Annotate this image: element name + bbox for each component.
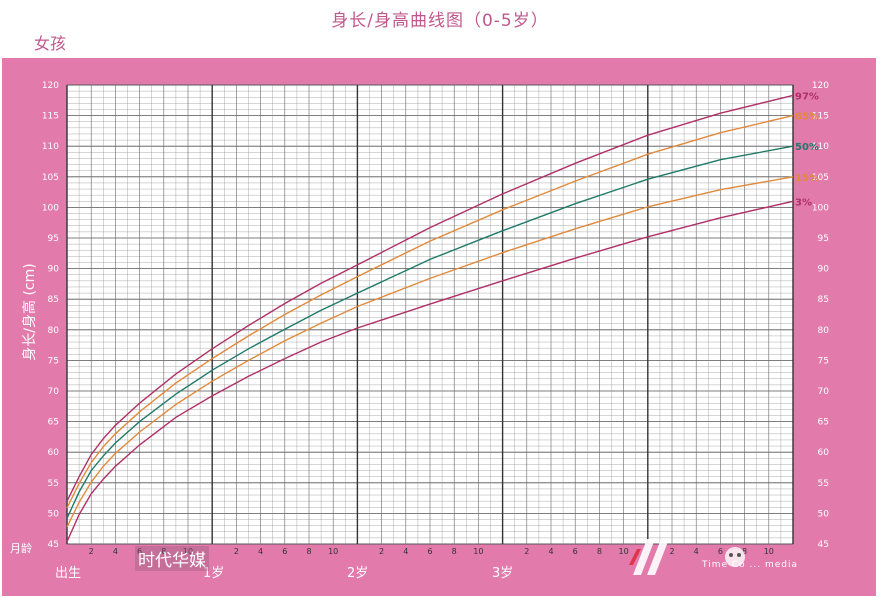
watermark-logo-icon — [629, 539, 745, 575]
y-tick-label-right: 60 — [818, 448, 830, 458]
x-tick-label: 6 — [137, 547, 142, 556]
y-axis-title: 身长/身高 (cm) — [22, 263, 38, 361]
y-tick-label-left: 105 — [42, 173, 59, 183]
y-tick-label-right: 120 — [812, 81, 829, 91]
x-tick-label: 6 — [573, 547, 578, 556]
x-tick-label: 10 — [619, 547, 629, 556]
x-tick-label: 10 — [328, 547, 338, 556]
x-tick-label: 4 — [113, 547, 118, 556]
y-tick-label-left: 65 — [48, 418, 59, 428]
curve-50pct — [66, 145, 794, 519]
y-tick-label-right: 65 — [818, 418, 829, 428]
x-tick-label: 4 — [548, 547, 553, 556]
y-tick-label-right: 50 — [818, 509, 830, 519]
y-tick-label-left: 75 — [48, 356, 59, 366]
curve-3pct — [66, 200, 794, 542]
y-axis-right: 45 50 55 60 65 70 75 80 85 90 95 100 105 110 115 120 — [812, 81, 829, 550]
x-tick-label: 10 — [473, 547, 483, 556]
chart-title: 身长/身高曲线图（0-5岁） — [331, 11, 549, 31]
age-label-3y: 3岁 — [492, 566, 514, 581]
x-tick-label: 6 — [427, 547, 432, 556]
age-label-birth: 出生 — [55, 566, 82, 581]
x-tick-label: 10 — [183, 547, 193, 556]
y-tick-label-left: 80 — [48, 326, 60, 336]
gender-label: 女孩 — [34, 34, 67, 53]
percentile-label: 97% — [795, 91, 819, 102]
percentile-label: 50% — [795, 142, 819, 153]
x-tick-label: 8 — [742, 547, 747, 556]
x-tick-label: 2 — [234, 547, 239, 556]
y-tick-label-right: 110 — [812, 142, 829, 152]
y-tick-label-right: 55 — [818, 479, 829, 489]
watermark-text: 时代华媒 — [135, 546, 209, 571]
x-tick-label: 2 — [379, 547, 384, 556]
x-tick-label: 2 — [669, 547, 674, 556]
y-tick-label-left: 120 — [42, 81, 59, 91]
y-tick-label-left: 115 — [42, 112, 59, 122]
y-tick-label-left: 90 — [48, 265, 60, 275]
percentile-labels: 97% 85% 50% 15% 3% — [795, 91, 819, 208]
y-tick-label-left: 50 — [48, 509, 60, 519]
x-tick-label: 2 — [524, 547, 529, 556]
x-tick-label: 8 — [161, 547, 166, 556]
y-tick-label-left: 100 — [42, 203, 59, 213]
age-label-2y: 2岁 — [347, 566, 369, 581]
y-tick-label-left: 70 — [48, 387, 60, 397]
percentile-curves — [66, 94, 794, 542]
curve-97pct — [66, 94, 794, 502]
y-tick-label-right: 105 — [812, 173, 829, 183]
grid-lines — [66, 84, 794, 545]
y-tick-label-right: 100 — [812, 203, 829, 213]
percentile-label: 15% — [795, 173, 819, 184]
y-tick-label-left: 60 — [48, 448, 60, 458]
x-tick-label: 10 — [764, 547, 774, 556]
percentile-label: 3% — [795, 197, 812, 208]
y-tick-label-left: 85 — [48, 295, 59, 305]
x-tick-label: 8 — [306, 547, 311, 556]
y-tick-label-left: 110 — [42, 142, 59, 152]
y-axis-title-wrapper: 身长/身高 (cm) — [14, 242, 44, 382]
curve-15pct — [66, 176, 794, 528]
y-tick-label-right: 70 — [818, 387, 830, 397]
x-tick-label: 6 — [718, 547, 723, 556]
x-tick-label: 8 — [452, 547, 457, 556]
y-tick-label-right: 80 — [818, 326, 830, 336]
x-tick-label: 4 — [258, 547, 263, 556]
y-axis-left: 45 50 55 60 65 70 75 80 85 90 95 100 105 110 115 120 — [42, 81, 59, 550]
x-tick-label: 4 — [403, 547, 408, 556]
y-tick-label-right: 85 — [818, 295, 829, 305]
percentile-label: 85% — [795, 112, 819, 123]
x-tick-label: 2 — [89, 547, 94, 556]
y-tick-label-right: 90 — [818, 265, 830, 275]
month-unit-label: 月龄 — [10, 542, 32, 555]
y-tick-label-right: 45 — [818, 540, 829, 550]
y-tick-label-left: 55 — [48, 479, 59, 489]
y-tick-label-left: 45 — [48, 540, 59, 550]
age-label-1y: 1岁 — [203, 566, 225, 581]
y-tick-label-right: 95 — [818, 234, 829, 244]
x-tick-label: 4 — [694, 547, 699, 556]
y-tick-label-right: 115 — [812, 112, 829, 122]
x-tick-label: 6 — [282, 547, 287, 556]
x-axis-months: 2 4 6 8 10 2 4 6 8 10 2 4 6 8 10 2 4 6 8 10 2 4 6 8 10 — [89, 547, 774, 556]
y-tick-label-left: 95 — [48, 234, 59, 244]
watermark-subtext: Time Co ... media — [702, 560, 799, 570]
curve-85pct — [66, 114, 794, 509]
x-tick-label: 8 — [597, 547, 602, 556]
y-tick-label-right: 75 — [818, 356, 829, 366]
